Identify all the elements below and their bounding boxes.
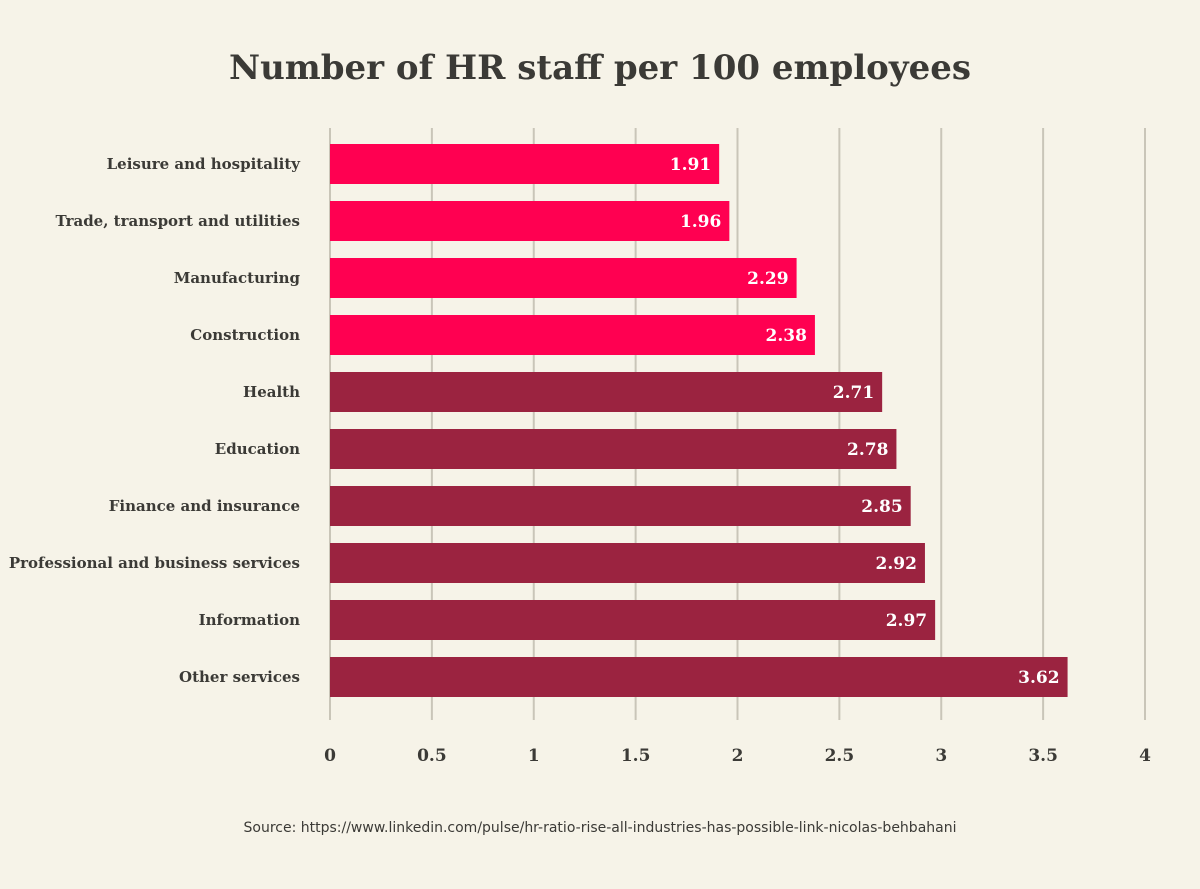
category-label: Information <box>199 611 301 629</box>
bar <box>330 258 797 298</box>
category-label: Education <box>215 440 300 458</box>
x-tick-label: 3.5 <box>1028 746 1058 766</box>
x-tick-label: 3 <box>935 746 947 766</box>
x-axis-ticks: 0 0.5 1 1.5 2 2.5 3 3.5 4 <box>324 746 1151 766</box>
bar <box>330 315 815 355</box>
category-label: Construction <box>190 326 300 344</box>
chart-title: Number of HR staff per 100 employees <box>228 48 971 88</box>
value-label: 2.92 <box>876 554 917 574</box>
category-label: Leisure and hospitality <box>107 155 302 173</box>
bar <box>330 486 911 526</box>
category-label: Manufacturing <box>174 269 301 287</box>
category-label: Health <box>243 383 300 401</box>
x-tick-label: 2 <box>732 746 744 766</box>
source-note: Source: https://www.linkedin.com/pulse/h… <box>243 820 957 836</box>
bar <box>330 600 936 640</box>
category-label: Trade, transport and utilities <box>56 212 301 230</box>
x-tick-label: 4 <box>1139 746 1151 766</box>
value-label: 2.97 <box>886 611 927 631</box>
value-labels: 1.91 1.96 2.29 2.38 2.71 2.78 2.85 2.92 2.97 3.62 <box>670 155 1060 688</box>
value-label: 2.78 <box>847 440 888 460</box>
bars <box>330 144 1068 697</box>
x-tick-label: 2.5 <box>825 746 855 766</box>
bar <box>330 201 730 241</box>
value-label: 2.29 <box>747 269 788 289</box>
value-label: 2.71 <box>833 383 874 403</box>
category-label: Other services <box>179 668 300 686</box>
value-label: 3.62 <box>1018 668 1059 688</box>
bar <box>330 144 720 184</box>
bar <box>330 429 897 469</box>
category-labels: Leisure and hospitality Trade, transport … <box>9 155 301 686</box>
bar <box>330 543 925 583</box>
bar <box>330 372 883 412</box>
x-tick-label: 1 <box>528 746 540 766</box>
x-tick-label: 0 <box>324 746 336 766</box>
category-label: Finance and insurance <box>109 497 300 515</box>
value-label: 1.96 <box>680 212 721 232</box>
value-label: 2.38 <box>766 326 807 346</box>
value-label: 1.91 <box>670 155 711 175</box>
x-tick-label: 0.5 <box>417 746 447 766</box>
category-label: Professional and business services <box>9 554 300 572</box>
value-label: 2.85 <box>861 497 902 517</box>
x-tick-label: 1.5 <box>621 746 651 766</box>
bar <box>330 657 1068 697</box>
